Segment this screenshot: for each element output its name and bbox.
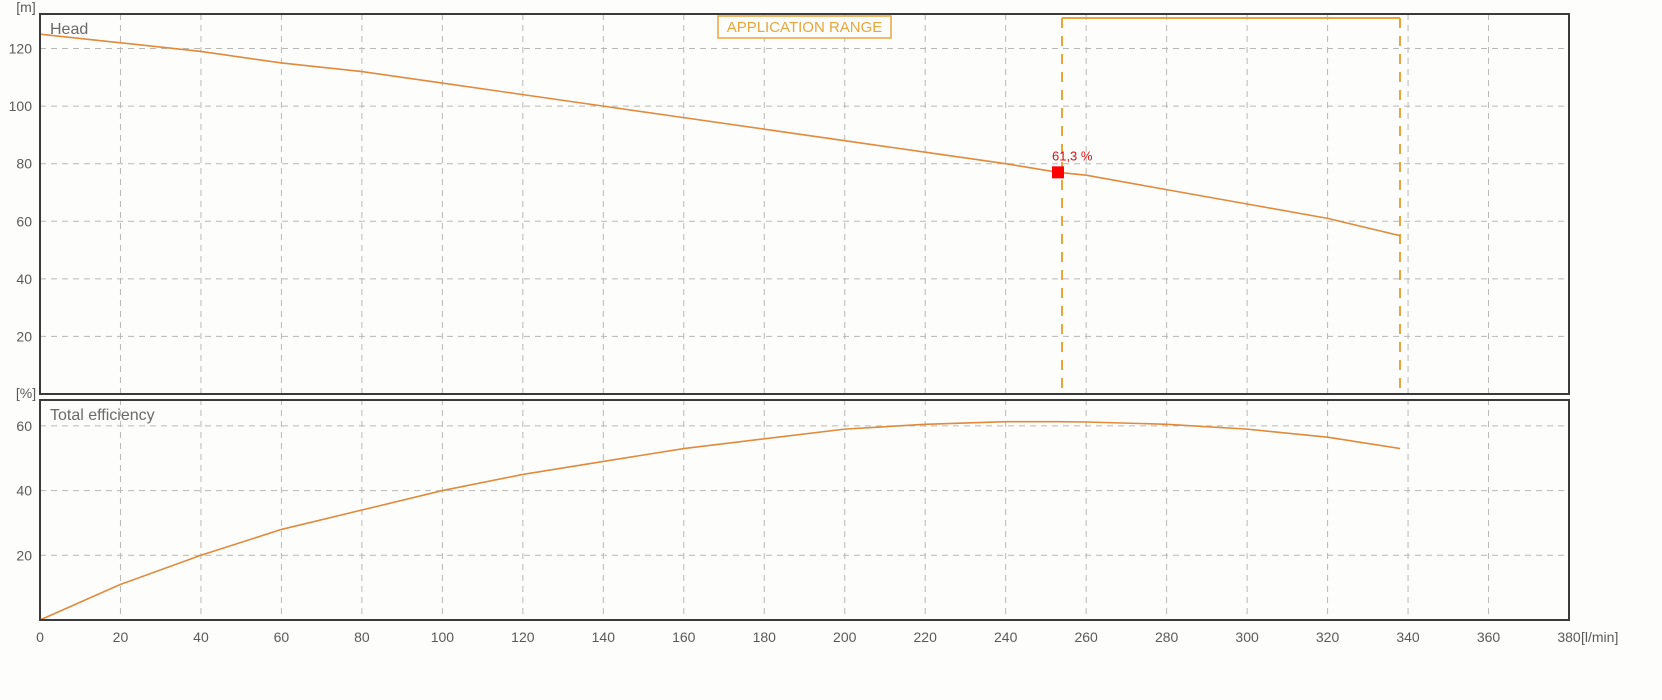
- head-curve: [40, 34, 1400, 236]
- x-tick-label: 220: [914, 629, 938, 645]
- top-panel-border: [40, 14, 1569, 394]
- x-tick-label: 200: [833, 629, 857, 645]
- top-panel-title: Head: [50, 21, 88, 38]
- x-tick-label: 80: [354, 629, 370, 645]
- x-unit: [l/min]: [1581, 629, 1618, 645]
- efficiency-curve: [40, 422, 1400, 620]
- x-tick-label: 240: [994, 629, 1018, 645]
- x-tick-label: 320: [1316, 629, 1340, 645]
- x-tick-label: 120: [511, 629, 535, 645]
- x-tick-label: 180: [753, 629, 777, 645]
- y-tick-label-top: 60: [16, 213, 32, 229]
- y-tick-label-top: 120: [9, 41, 33, 57]
- y-tick-label-bot: 60: [16, 418, 32, 434]
- y-tick-label-top: 80: [16, 156, 32, 172]
- x-tick-label: 140: [592, 629, 616, 645]
- y-tick-label-top: 100: [9, 98, 33, 114]
- y-tick-label-top: 40: [16, 271, 32, 287]
- x-tick-label: 0: [36, 629, 44, 645]
- x-tick-label: 40: [193, 629, 209, 645]
- x-tick-label: 20: [113, 629, 129, 645]
- pump-curve-chart: 61,3 % 0 20 40 60 80 100 120 140 160 180 200 220 240 2…: [0, 0, 1662, 700]
- y-tick-label-bot: 20: [16, 547, 32, 563]
- app-range-label: APPLICATION RANGE: [727, 19, 883, 36]
- x-tick-label: 160: [672, 629, 696, 645]
- x-tick-label: 360: [1477, 629, 1501, 645]
- y-tick-label-top: 20: [16, 328, 32, 344]
- duty-point-label: 61,3 %: [1052, 148, 1093, 163]
- x-tick-label: 340: [1396, 629, 1420, 645]
- bot-panel-title: Total efficiency: [50, 407, 155, 424]
- bot-y-unit: [%]: [16, 385, 36, 401]
- chart-svg: 61,3 % 0 20 40 60 80 100 120 140 160 180 200 220 240 2…: [0, 0, 1662, 700]
- x-tick-label: 260: [1074, 629, 1098, 645]
- bot-panel-border: [40, 400, 1569, 620]
- x-tick-label: 300: [1235, 629, 1259, 645]
- x-tick-label: 280: [1155, 629, 1179, 645]
- top-y-unit: [m]: [16, 0, 35, 15]
- x-tick-label: 60: [274, 629, 290, 645]
- x-tick-label: 380: [1557, 629, 1581, 645]
- duty-point-marker: [1052, 166, 1064, 178]
- y-tick-label-bot: 40: [16, 483, 32, 499]
- x-tick-label: 100: [431, 629, 455, 645]
